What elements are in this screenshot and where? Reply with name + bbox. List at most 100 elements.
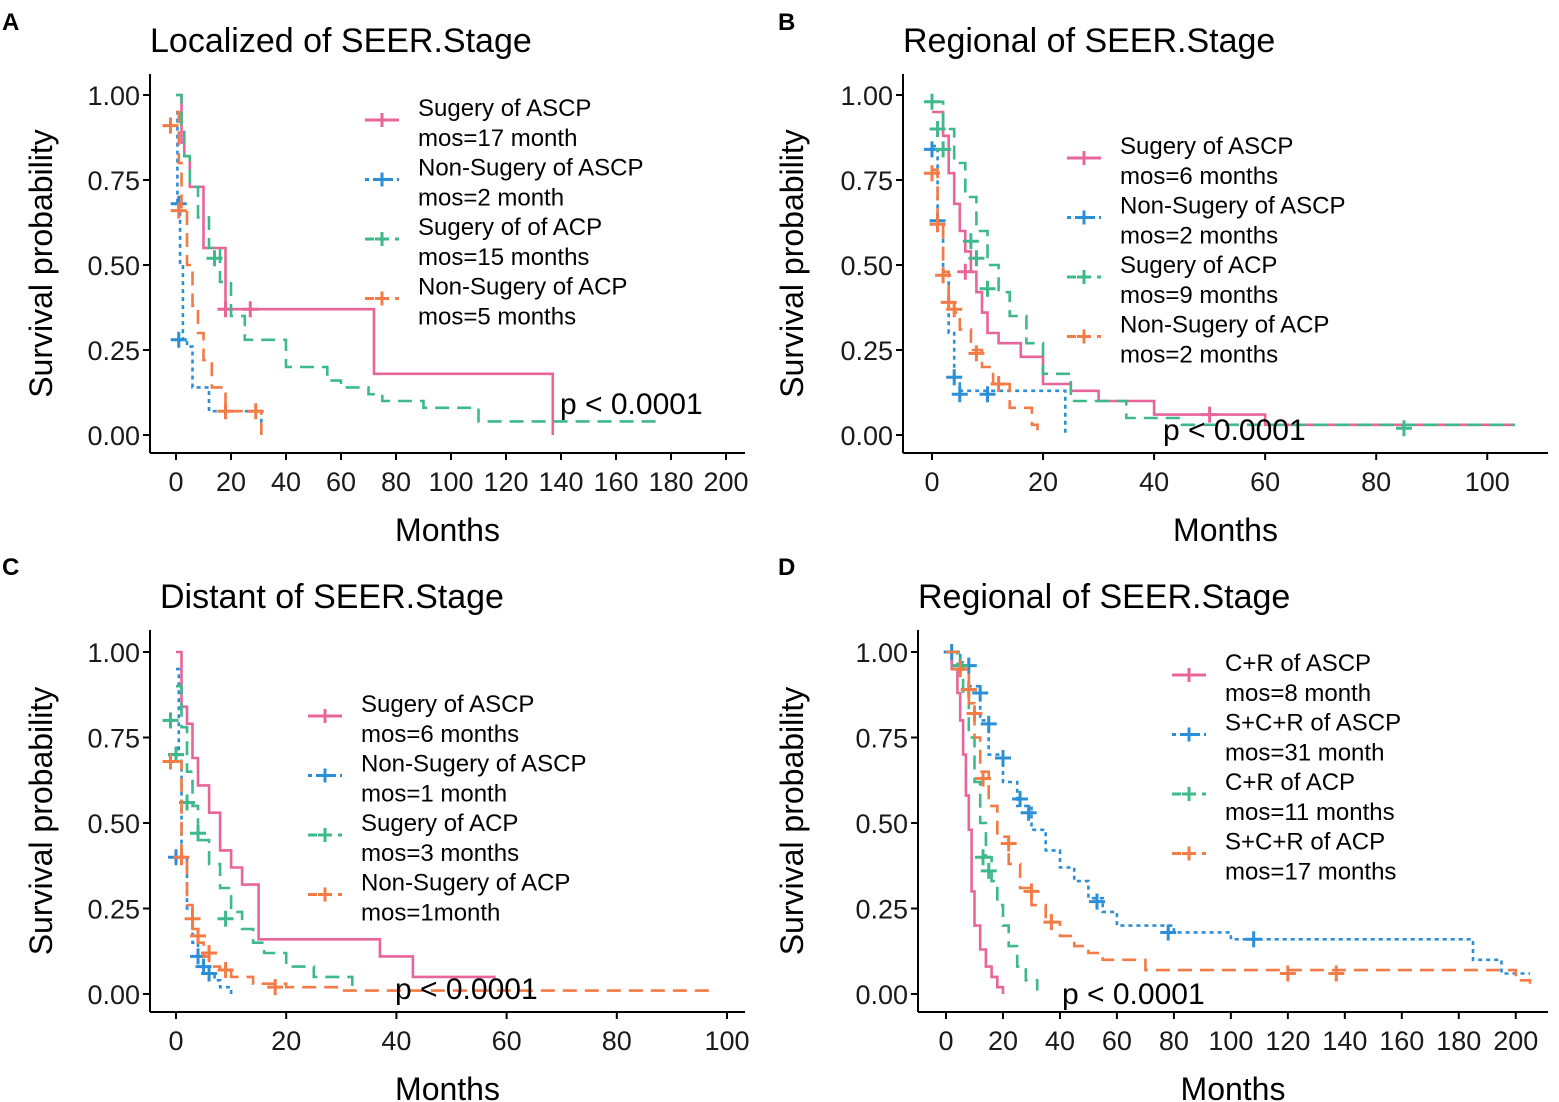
censor-mark: [1279, 965, 1296, 982]
censor-mark: [217, 910, 234, 927]
x-axis-title: Months: [1173, 512, 1278, 548]
legend-key-mark: [375, 291, 389, 306]
censor-mark: [190, 927, 207, 944]
censor-mark: [1023, 883, 1040, 900]
series-2: [176, 93, 660, 423]
censor-mark: [924, 93, 940, 110]
series-0: [932, 110, 1515, 427]
censor-mark: [217, 403, 234, 420]
survival-curve: [176, 684, 354, 988]
x-tick-label: 140: [1322, 1026, 1367, 1056]
legend-median: mos=17 month: [418, 125, 577, 152]
legend-key-mark: [318, 828, 332, 842]
y-axis-title: Survival probability: [23, 687, 59, 956]
survival-curve: [946, 650, 1005, 994]
series-0: [946, 650, 1005, 994]
legend-median: mos=2 months: [1120, 342, 1278, 369]
chart-panel-a: A Localized of SEER.Stage 0.00 0.25 0.50 0.75…: [2, 9, 749, 548]
censor-mark: [946, 301, 963, 318]
censor-mark: [267, 979, 284, 996]
y-tick-label: 1.00: [87, 638, 140, 668]
legend-median: mos=1month: [361, 900, 500, 927]
x-tick-label: 60: [326, 467, 356, 497]
censor-mark: [1201, 406, 1218, 423]
x-tick-label: 180: [648, 467, 693, 497]
legend-key-mark: [375, 113, 389, 127]
censor-mark: [1020, 804, 1037, 821]
series-1: [168, 667, 233, 994]
x-tick-label: 40: [1139, 467, 1169, 497]
p-value: p < 0.0001: [1062, 978, 1205, 1011]
y-axis-title: Survival probability: [774, 129, 810, 398]
y-tick-label: 1.00: [840, 81, 893, 111]
legend-label: C+R of ACP: [1225, 769, 1355, 796]
legend-label: Sugery of ASCP: [418, 95, 591, 122]
legend-key-mark: [318, 709, 332, 723]
censor-mark: [1000, 835, 1017, 852]
chart-panel-b: B Regional of SEER.Stage 0.00 0.25 0.50 0.75 1…: [774, 9, 1548, 548]
legend-key-mark: [1182, 846, 1196, 861]
x-tick-label: 120: [1265, 1026, 1310, 1056]
legend-median: mos=11 months: [1225, 799, 1395, 826]
chart-title: Distant of SEER.Stage: [160, 578, 504, 616]
legend-label: Non-Sugery of ACP: [1120, 312, 1329, 339]
censor-mark: [979, 386, 996, 403]
x-axis-title: Months: [1181, 1071, 1286, 1102]
y-tick-label: 0.50: [855, 809, 908, 839]
censor-mark: [957, 263, 974, 280]
x-tick-label: 40: [271, 467, 301, 497]
y-tick-label: 0.75: [87, 166, 140, 196]
survival-curve: [932, 110, 1515, 427]
x-tick-label: 200: [1493, 1026, 1538, 1056]
y-axis-title: Survival probability: [774, 687, 810, 956]
series-3: [162, 110, 264, 435]
survival-curve: [946, 650, 1039, 991]
series-3: [924, 165, 1039, 435]
legend-key-mark: [1077, 151, 1091, 165]
legend-median: mos=5 months: [418, 304, 576, 331]
censor-mark: [952, 661, 969, 678]
x-tick-label: 60: [1250, 467, 1280, 497]
x-tick-label: 0: [168, 467, 183, 497]
survival-curve: [176, 110, 263, 435]
x-tick-label: 20: [988, 1026, 1018, 1056]
legend-label: Sugery of ACP: [1120, 252, 1277, 279]
chart-panel-c: C Distant of SEER.Stage 0.00 0.25 0.50 0.75 1.…: [2, 554, 750, 1102]
legend-key-mark: [1077, 210, 1091, 225]
y-tick-label: 0.75: [840, 166, 893, 196]
x-tick-label: 100: [704, 1026, 749, 1056]
censor-mark: [1088, 893, 1105, 910]
x-tick-label: 100: [1208, 1026, 1253, 1056]
x-tick-label: 60: [492, 1026, 522, 1056]
survival-curve: [946, 650, 1530, 975]
survival-curve: [932, 100, 1515, 427]
legend-label: S+C+R of ACP: [1225, 829, 1385, 856]
x-tick-label: 60: [1102, 1026, 1132, 1056]
x-tick-label: 160: [1379, 1026, 1424, 1056]
y-tick-label: 1.00: [855, 638, 908, 668]
censor-mark: [951, 386, 968, 403]
legend-label: S+C+R of ASCP: [1225, 710, 1401, 737]
x-tick-label: 160: [593, 467, 638, 497]
chart-title: Regional of SEER.Stage: [918, 578, 1290, 616]
y-tick-label: 0.00: [87, 980, 140, 1010]
x-tick-label: 80: [602, 1026, 632, 1056]
censor-mark: [1043, 914, 1060, 931]
censor-mark: [1160, 924, 1177, 941]
y-tick-label: 0.75: [87, 724, 140, 754]
legend-median: mos=9 months: [1120, 282, 1278, 309]
p-value: p < 0.0001: [395, 973, 538, 1006]
censor-mark: [975, 849, 992, 866]
censor-mark: [1328, 965, 1345, 982]
series-2: [924, 93, 1515, 437]
y-tick-label: 0.25: [855, 895, 908, 925]
survival-curve: [176, 650, 496, 979]
legend-median: mos=15 months: [418, 244, 589, 271]
legend-median: mos=8 month: [1225, 680, 1371, 707]
censor-mark: [184, 910, 201, 927]
censor-mark: [929, 121, 946, 137]
legend-median: mos=17 months: [1225, 859, 1396, 886]
series-2: [162, 684, 354, 988]
censor-mark: [990, 376, 1007, 392]
